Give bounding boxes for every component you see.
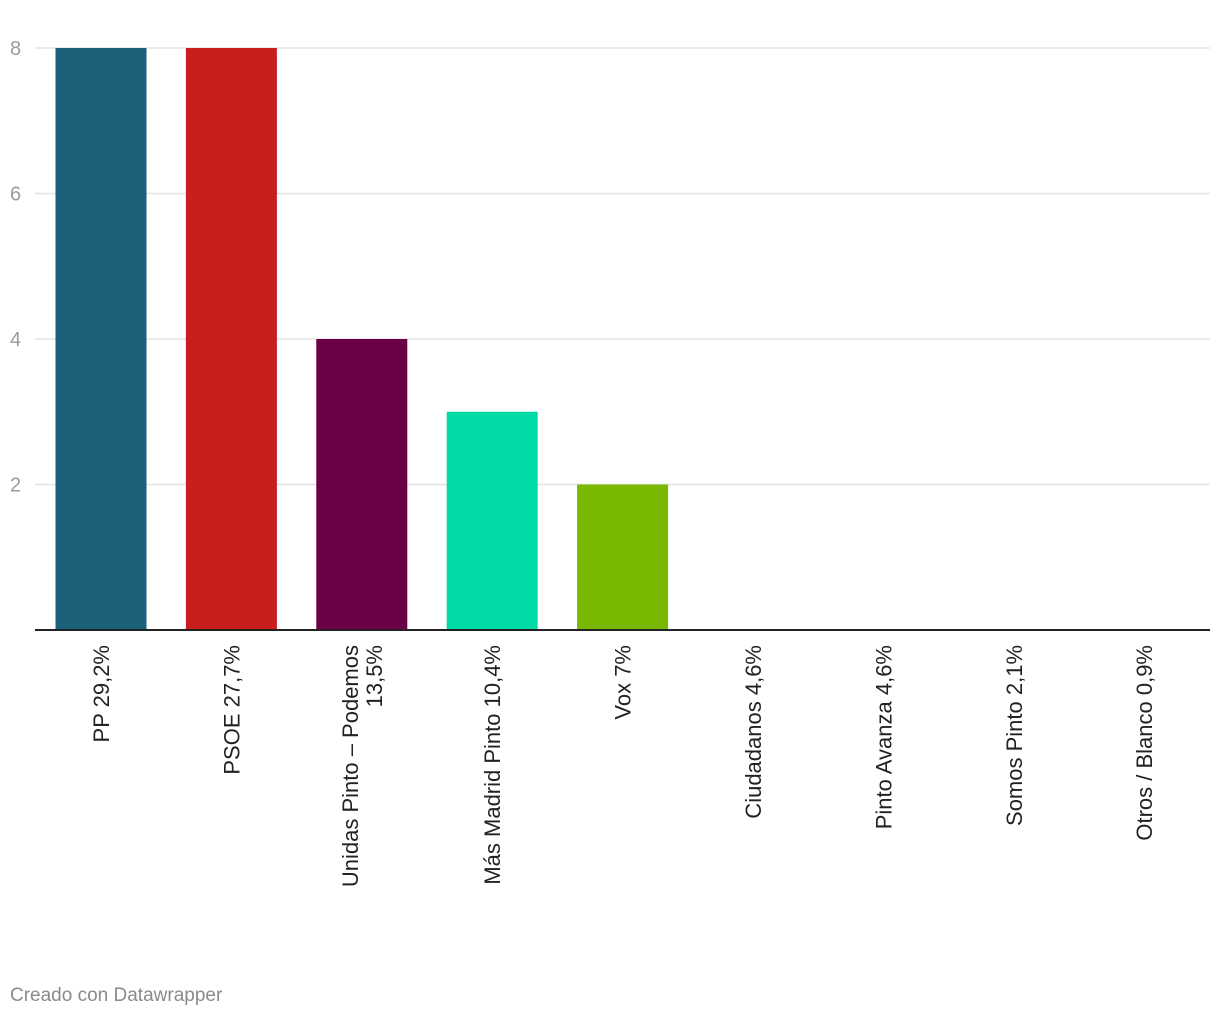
- x-tick-label: Ciudadanos 4,6%: [741, 645, 766, 819]
- x-tick-label: PP 29,2%: [89, 645, 114, 742]
- x-tick-label-line: Más Madrid Pinto 10,4%: [480, 645, 505, 885]
- x-tick-label-line: PP 29,2%: [89, 645, 114, 742]
- x-tick-label-line: Vox 7%: [611, 645, 636, 720]
- bar: [55, 48, 147, 630]
- y-tick-label: 6: [10, 184, 21, 206]
- x-tick-label-line: Somos Pinto 2,1%: [1002, 645, 1027, 826]
- x-tick-label-line: Otros / Blanco 0,9%: [1132, 645, 1157, 841]
- bars: [55, 48, 669, 630]
- x-tick-label-line: Unidas Pinto – Podemos: [338, 645, 363, 887]
- x-tick-label: Vox 7%: [611, 645, 636, 720]
- x-axis-labels: PP 29,2% PSOE 27,7% Unidas Pinto – Podemos…: [89, 645, 1157, 887]
- bar-chart: 2 4 6 8 PP 29,2% PSOE 27,7% Unidas Pinto – Po…: [10, 38, 1210, 887]
- x-tick-label-line: Ciudadanos 4,6%: [741, 645, 766, 819]
- y-tick-label: 2: [10, 475, 21, 497]
- y-tick-label: 4: [10, 329, 21, 351]
- bar: [577, 484, 669, 630]
- x-tick-label-line: Pinto Avanza 4,6%: [871, 645, 896, 829]
- x-tick-label-line: PSOE 27,7%: [219, 645, 244, 775]
- x-tick-label: Pinto Avanza 4,6%: [871, 645, 896, 829]
- x-tick-label: Somos Pinto 2,1%: [1002, 645, 1027, 826]
- credit-text: Creado con Datawrapper: [10, 985, 223, 1006]
- bar: [185, 48, 277, 630]
- x-tick-label-line: 13,5%: [362, 645, 387, 707]
- bar: [446, 411, 538, 630]
- bar: [316, 339, 408, 630]
- x-tick-label: Unidas Pinto – Podemos13,5%: [338, 645, 387, 887]
- x-tick-label: Otros / Blanco 0,9%: [1132, 645, 1157, 841]
- x-tick-label: Más Madrid Pinto 10,4%: [480, 645, 505, 885]
- x-tick-label: PSOE 27,7%: [219, 645, 244, 775]
- y-tick-label: 8: [10, 38, 21, 60]
